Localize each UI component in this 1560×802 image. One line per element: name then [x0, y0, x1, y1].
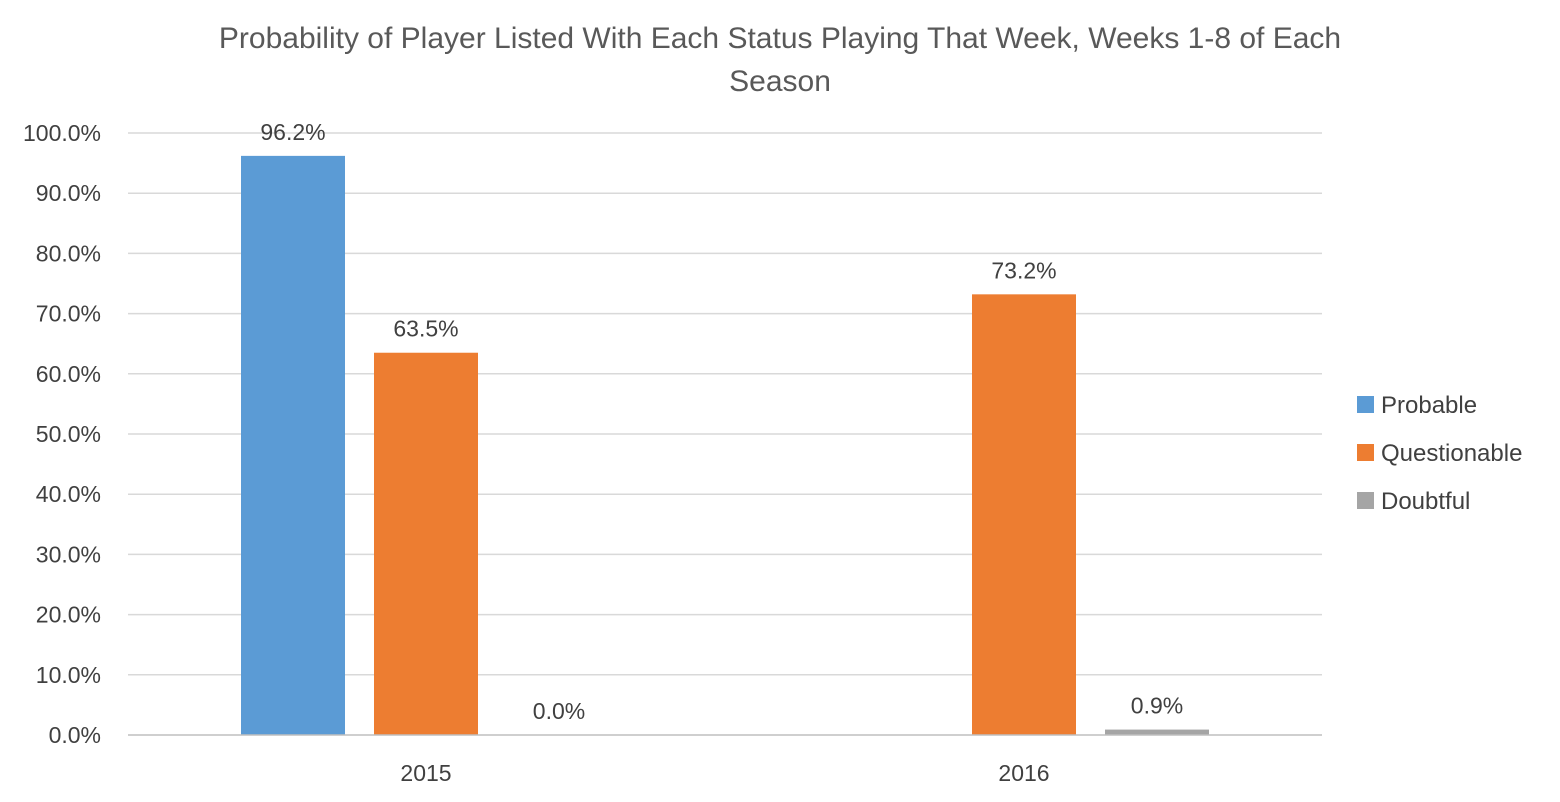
legend-label-doubtful: Doubtful [1381, 488, 1470, 515]
y-tick-label: 90.0% [36, 180, 101, 206]
y-tick-label: 40.0% [36, 481, 101, 507]
x-axis: 2015 2016 [128, 734, 1322, 786]
x-tick-label: 2015 [400, 760, 451, 786]
bar-doubtful-2016 [1105, 729, 1209, 735]
y-tick-label: 70.0% [36, 301, 101, 327]
data-labels: 96.2% 63.5% 0.0% 73.2% 0.9% [260, 119, 1183, 724]
legend: Probable Questionable Doubtful [1357, 392, 1522, 515]
data-label: 0.0% [533, 698, 585, 724]
y-tick-label: 80.0% [36, 240, 101, 266]
y-tick-label: 60.0% [36, 361, 101, 387]
data-label: 0.9% [1131, 693, 1183, 719]
bars [241, 155, 1209, 736]
bar-questionable-2015 [374, 352, 478, 735]
data-label: 63.5% [393, 316, 458, 342]
legend-swatch-questionable [1357, 444, 1374, 461]
chart-title-line-2: Season [729, 65, 831, 98]
y-tick-label: 10.0% [36, 662, 101, 688]
legend-label-questionable: Questionable [1381, 440, 1522, 467]
legend-label-probable: Probable [1381, 392, 1477, 419]
y-tick-label: 30.0% [36, 541, 101, 567]
bar-probable-2015 [241, 155, 345, 736]
x-tick-label: 2016 [998, 760, 1049, 786]
y-axis-tick-labels: 0.0% 10.0% 20.0% 30.0% 40.0% 50.0% 60.0% 70.0% 8… [23, 120, 101, 748]
chart-title-line-1: Probability of Player Listed With Each S… [219, 22, 1341, 55]
legend-swatch-doubtful [1357, 492, 1374, 509]
y-tick-label: 0.0% [49, 722, 101, 748]
legend-swatch-probable [1357, 396, 1374, 413]
y-tick-label: 100.0% [23, 120, 101, 146]
y-tick-label: 20.0% [36, 602, 101, 628]
chart-title: Probability of Player Listed With Each S… [219, 22, 1341, 98]
y-tick-label: 50.0% [36, 421, 101, 447]
data-label: 73.2% [991, 257, 1056, 283]
data-label: 96.2% [260, 119, 325, 145]
bar-questionable-2016 [972, 294, 1076, 735]
